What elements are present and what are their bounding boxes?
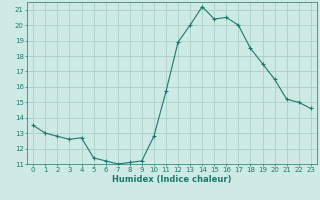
X-axis label: Humidex (Indice chaleur): Humidex (Indice chaleur) — [112, 175, 232, 184]
